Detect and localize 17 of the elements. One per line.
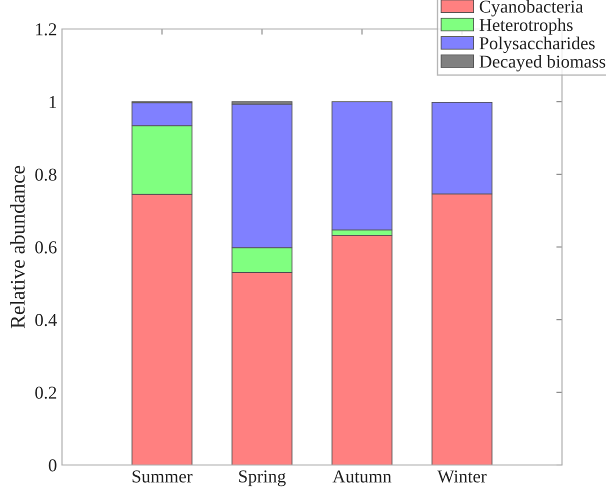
y-tick-label: 0.2 [35,386,56,399]
y-axis-title: Relative abundance [10,166,25,328]
x-tick-label: Spring [239,470,286,486]
x-tick-label: Autumn [332,470,392,483]
x-tick-label: Winter [437,470,487,483]
y-tick-label: 1 [50,96,56,108]
legend-label: Heterotrophs [480,18,573,35]
legend-label: Cyanobacteria [480,0,584,16]
y-tick-label: 0.4 [35,314,57,326]
legend-label: Polysaccharides [480,36,595,54]
y-tick-label: 0.8 [35,168,56,181]
bar [332,234,392,465]
y-tick-label: 1.2 [36,23,56,36]
legend-label: Decayed biomass [480,54,606,72]
x-tick-label: Summer [132,470,192,483]
y-tick-label: 0 [48,459,56,472]
y-tick-label: 0.6 [35,241,57,254]
